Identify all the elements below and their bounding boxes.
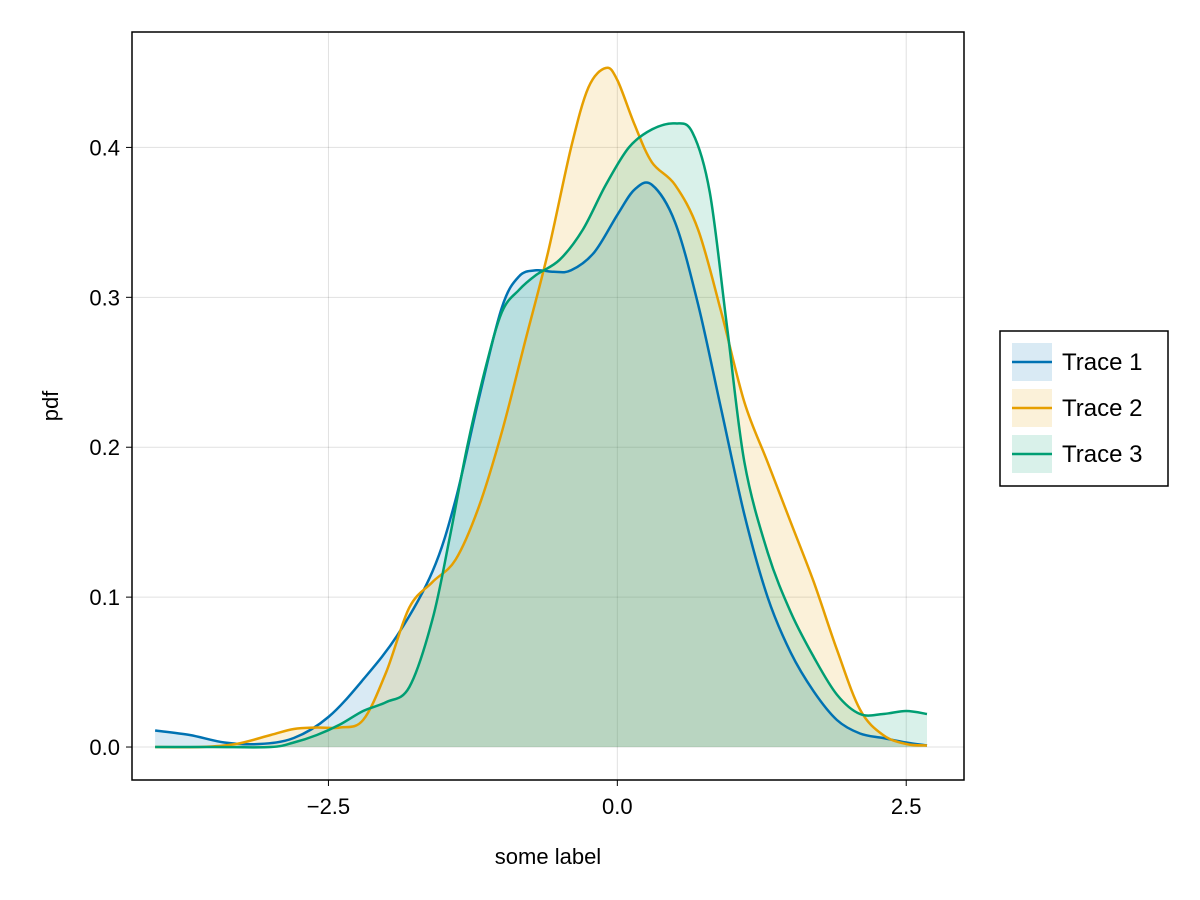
plot-frame [131,31,965,781]
series-line-2 [155,66,928,749]
series-fill-3 [155,123,928,748]
x-axis-label: some label [495,844,601,869]
legend-label-1: Trace 1 [1062,349,1142,376]
series-fills [155,67,928,748]
series-line-3 [155,122,928,749]
x-tick-label: 0.0 [602,794,633,819]
y-tick-label: 0.4 [89,135,120,160]
legend-label-2: Trace 2 [1062,395,1142,422]
y-tick-label: 0.0 [89,735,120,760]
series-lines [154,66,928,749]
y-tick-label: 0.3 [89,285,120,310]
y-tick-label: 0.2 [89,435,120,460]
legend-label-3: Trace 3 [1062,441,1142,468]
series-fill-2 [155,67,928,748]
series-fill-1 [155,182,928,748]
legend: Trace 1 Trace 2 Trace 3 [999,330,1169,487]
x-axis-ticks: −2.5 0.0 2.5 [307,780,922,819]
series-line-1 [154,181,928,747]
y-axis-ticks: 0.0 0.1 0.2 0.3 0.4 [89,135,132,760]
x-tick-label: −2.5 [307,794,350,819]
x-tick-label: 2.5 [891,794,922,819]
y-axis-label: pdf [38,390,63,421]
y-tick-label: 0.1 [89,585,120,610]
